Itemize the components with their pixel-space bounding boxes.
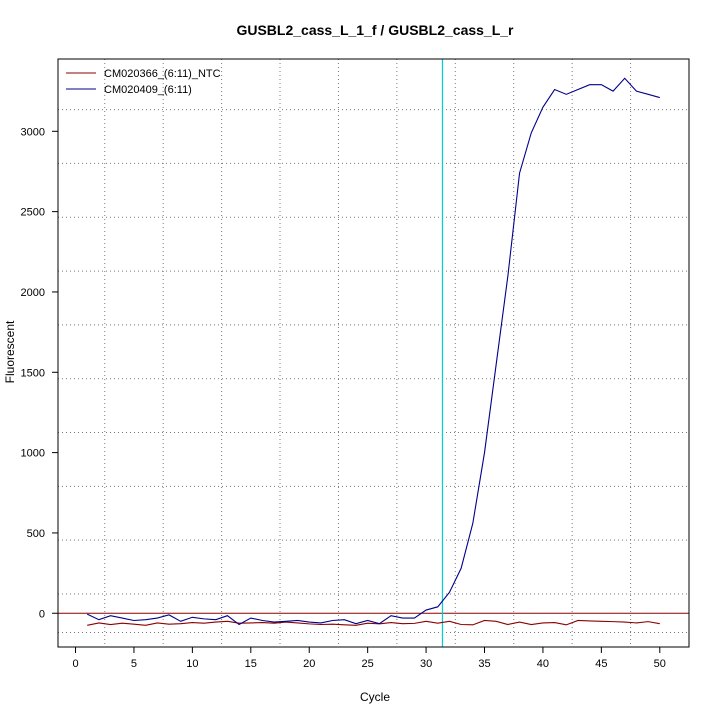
x-tick-label: 10 (186, 658, 198, 670)
y-tick-label: 2000 (21, 287, 45, 299)
x-tick-label: 0 (72, 658, 78, 670)
reference-lines (58, 59, 689, 647)
y-tick-label: 3000 (21, 126, 45, 138)
x-tick-label: 35 (478, 658, 490, 670)
legend-label-1: CM020366_(6:11)_NTC (104, 68, 221, 80)
x-tick-label: 5 (131, 658, 137, 670)
axes: 0 5 10 15 20 25 30 35 40 45 5005001000150020002500… (21, 58, 690, 670)
x-tick-label: 25 (362, 658, 374, 670)
series-lines (86, 77, 660, 626)
x-axis-label: Cycle (360, 690, 390, 704)
y-axis-label: Fluorescent (3, 320, 17, 383)
plot-frame (57, 58, 690, 648)
x-tick-label: 15 (245, 658, 257, 670)
y-tick-label: 1000 (21, 448, 45, 460)
legend: CM020366_(6:11)_NTC CM020409_(6:11) (66, 68, 221, 96)
legend-label-2: CM020409_(6:11) (104, 84, 192, 96)
y-tick-label: 2500 (21, 207, 45, 219)
series-line-2 (86, 77, 660, 626)
x-tick-label: 20 (303, 658, 315, 670)
x-tick-label: 50 (654, 658, 666, 670)
x-tick-label: 40 (537, 658, 549, 670)
y-tick-label: 1500 (21, 367, 45, 379)
y-tick-label: 0 (39, 608, 45, 620)
x-tick-label: 45 (595, 658, 607, 670)
chart-title: GUSBL2_cass_L_1_f / GUSBL2_cass_L_r (236, 22, 514, 38)
y-tick-label: 500 (27, 528, 45, 540)
x-tick-label: 30 (420, 658, 432, 670)
series-line-1 (87, 619, 660, 626)
